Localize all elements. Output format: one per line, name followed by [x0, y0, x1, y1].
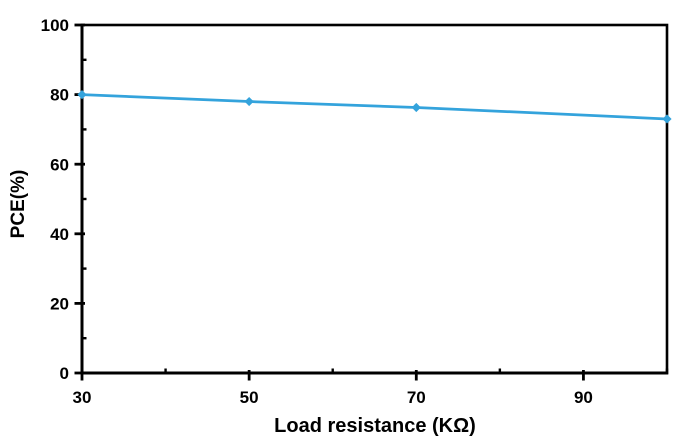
data-point-marker	[411, 102, 421, 113]
pce-line-series	[80, 93, 669, 121]
y-tick-label: 60	[50, 155, 69, 174]
plot-border	[80, 23, 669, 375]
x-tick-label: 70	[407, 388, 426, 407]
y-tick-label: 0	[60, 364, 69, 383]
x-axis-title: Load resistance (KΩ)	[274, 415, 476, 437]
y-axis-title: PCE(%)	[8, 169, 29, 239]
y-tick-label: 100	[41, 16, 69, 35]
data-point-marker	[77, 90, 87, 100]
data-point-marker	[662, 114, 672, 124]
y-tick-label: 40	[50, 225, 69, 244]
x-tick-label: 90	[574, 388, 593, 407]
x-tick-label: 30	[73, 388, 92, 407]
y-tick-label: 80	[50, 86, 69, 105]
y-tick-label: 20	[50, 295, 69, 314]
x-tick-label: 50	[240, 388, 259, 407]
data-point-marker	[244, 96, 254, 107]
